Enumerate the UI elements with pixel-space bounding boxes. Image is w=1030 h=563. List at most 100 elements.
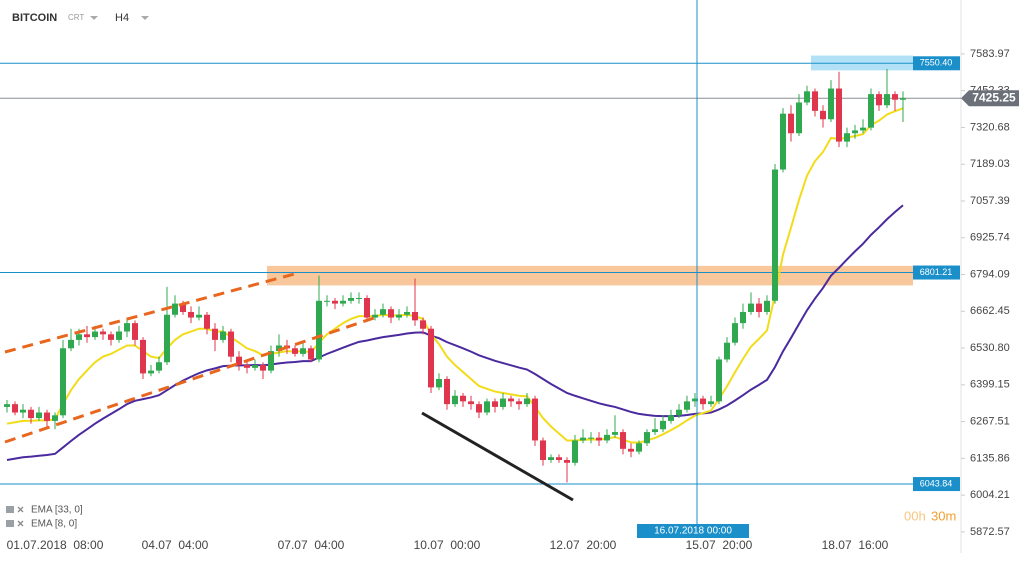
candle-body	[348, 298, 354, 301]
candle-body	[836, 88, 842, 142]
candle-body	[308, 348, 314, 360]
candle-body	[380, 309, 386, 315]
candle-body	[452, 395, 458, 405]
x-tick-label: 04.07 04:00	[142, 538, 209, 552]
trend-line[interactable]	[4, 314, 381, 444]
candle-body	[212, 328, 218, 340]
candle-body	[540, 440, 546, 460]
level-label: 7550.40	[920, 58, 953, 68]
candle-body	[444, 379, 450, 405]
candle-body	[724, 342, 730, 360]
candle-body	[700, 398, 706, 405]
candle-body	[796, 102, 802, 134]
candle-body	[596, 437, 602, 441]
candle-body	[788, 113, 794, 134]
candle-body	[676, 409, 682, 416]
candle-body	[124, 323, 130, 332]
candle-body	[844, 133, 850, 142]
candle-body	[604, 434, 610, 441]
y-tick-label: 7189.03	[970, 158, 1010, 170]
y-tick-label: 6925.74	[970, 232, 1010, 244]
candle-body	[340, 300, 346, 304]
candle-body	[564, 459, 570, 463]
candle-body	[436, 379, 442, 388]
candle-body	[36, 412, 42, 419]
candle-body	[556, 457, 562, 460]
candle-body	[300, 348, 306, 354]
y-tick-label: 7057.39	[970, 195, 1010, 207]
candle-body	[756, 303, 762, 312]
candle-body	[108, 334, 114, 340]
candle-body	[500, 398, 506, 407]
last-price-tag	[961, 90, 1019, 107]
symbol[interactable]: BITCOIN	[12, 12, 57, 24]
candle-body	[196, 314, 202, 318]
candle-body	[44, 412, 50, 421]
candle-body	[180, 303, 186, 312]
y-tick-label: 5872.57	[970, 526, 1010, 538]
candle-body	[404, 311, 410, 315]
level-label: 6043.84	[920, 478, 953, 488]
candle-body	[236, 356, 242, 366]
indicator-line	[6, 204, 904, 461]
candle-body	[548, 457, 554, 460]
candle-body	[860, 127, 866, 131]
trend-line[interactable]	[4, 271, 299, 354]
candle-body	[820, 110, 826, 120]
x-tick-label: 12.07 20:00	[550, 538, 617, 552]
x-tick-label: 07.07 04:00	[278, 538, 345, 552]
candle-body	[900, 98, 906, 100]
dropdown-arrow[interactable]	[90, 16, 98, 20]
candle-body	[260, 365, 266, 371]
candle-body	[28, 409, 34, 419]
x-tick-label: 15.07 20:00	[686, 538, 753, 552]
candle-body	[316, 300, 322, 360]
candle-body	[428, 328, 434, 388]
candle-body	[20, 409, 26, 413]
candle-body	[412, 311, 418, 321]
crosshair-label: 16.07.2018 00:00	[654, 526, 732, 537]
x-tick-label: 10.07 00:00	[414, 538, 481, 552]
candle-body	[524, 398, 530, 405]
candle-body	[468, 401, 474, 405]
candle-body	[852, 130, 858, 134]
candle-body	[132, 323, 138, 340]
legend-icon	[6, 506, 14, 513]
candle-body	[276, 345, 282, 352]
candle-body	[372, 314, 378, 318]
zone	[267, 265, 913, 286]
y-tick-label: 6399.15	[970, 379, 1010, 391]
candle-body	[652, 429, 658, 433]
trend-line[interactable]	[421, 411, 574, 502]
candle-body	[660, 420, 666, 430]
source[interactable]: CRT	[68, 13, 84, 22]
candle-body	[76, 334, 82, 340]
candle-body	[740, 311, 746, 324]
candle-body	[748, 303, 754, 312]
candle-body	[812, 91, 818, 111]
candle-body	[148, 370, 154, 374]
candle-body	[892, 94, 898, 100]
candle-body	[396, 314, 402, 318]
dropdown-arrow[interactable]	[141, 16, 149, 20]
candle-body	[868, 94, 874, 128]
candle-body	[716, 359, 722, 402]
candle-body	[92, 331, 98, 338]
candle-body	[484, 401, 490, 413]
candle-body	[68, 339, 74, 349]
header: BITCOIN CRT H4	[12, 12, 149, 24]
interval[interactable]: H4	[115, 12, 129, 24]
candle-body	[492, 401, 498, 407]
legend-icon	[6, 520, 14, 527]
y-tick-label: 6794.09	[970, 268, 1010, 280]
candle-body	[572, 440, 578, 463]
candle-body	[628, 448, 634, 452]
candle-body	[668, 415, 674, 421]
candle-body	[188, 311, 194, 318]
candle-body	[804, 91, 810, 103]
level-label-box	[913, 265, 960, 280]
candle-body	[60, 348, 66, 416]
candle-body	[588, 437, 594, 439]
candle-body	[388, 309, 394, 318]
